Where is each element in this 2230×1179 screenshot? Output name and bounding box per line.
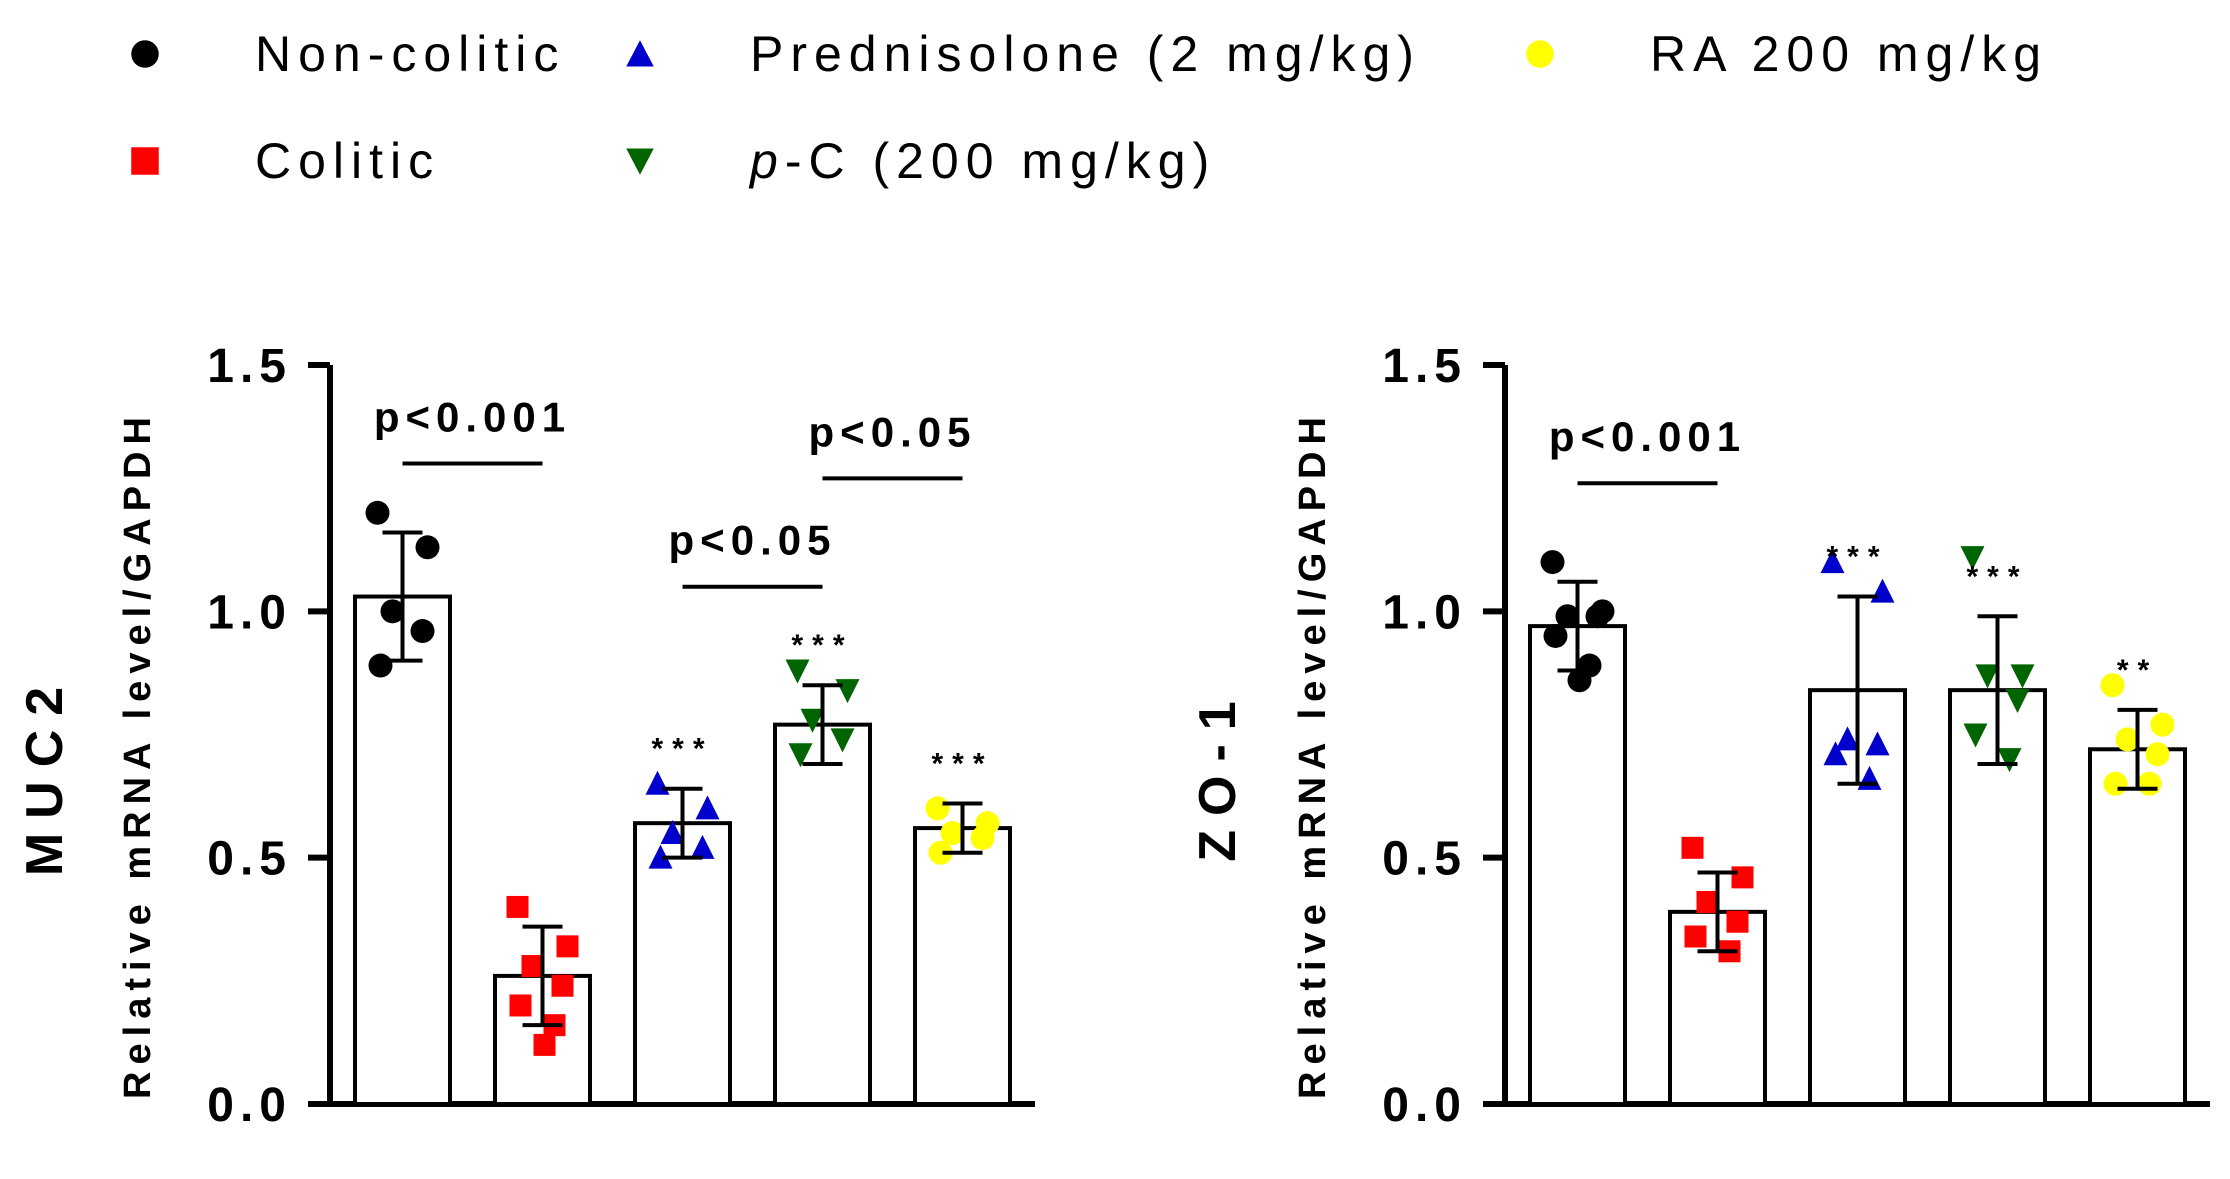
data-point (1555, 604, 1580, 629)
chart-title: ZO-1 (1189, 687, 1247, 861)
legend-item-colitic: Colitic (130, 132, 440, 190)
chart-0: MUC2 Relative mRNA level/GAPDH 0.0 0.5 1.0 1.… (16, 340, 1035, 1132)
data-point (533, 1033, 556, 1056)
data-point (410, 619, 435, 644)
data-point (1960, 546, 1985, 571)
bar-3 (773, 722, 872, 1106)
legend-marker-colitic (130, 136, 255, 186)
data-point (1975, 664, 2000, 689)
data-point (2010, 664, 2035, 689)
data-point (1696, 891, 1719, 914)
y-tick-label: 1.0 (1382, 586, 1467, 639)
significance-label: *** (1826, 541, 1888, 574)
data-point (521, 955, 544, 978)
data-point (2137, 771, 2162, 796)
y-tick-label: 1.5 (207, 340, 292, 393)
data-point (940, 821, 965, 846)
data-point (800, 708, 825, 733)
bracket-label: p<0.05 (669, 517, 837, 564)
data-point (1726, 910, 1749, 933)
data-point (788, 743, 813, 768)
data-point (1684, 925, 1707, 948)
data-point (2103, 771, 2128, 796)
data-point (506, 895, 529, 918)
legend: Non-colitic Colitic Prednisolone (2 mg/kg)… (0, 0, 2230, 220)
data-point (1567, 668, 1592, 693)
data-point (1865, 731, 1890, 756)
legend-marker-noncolitic (130, 29, 255, 79)
legend-label-colitic: Colitic (255, 133, 441, 189)
legend-label-pc: p-C (200 mg/kg) (750, 133, 1217, 189)
significance-label: *** (931, 747, 993, 780)
legend-marker-pc (625, 136, 750, 186)
significance-label: *** (791, 629, 853, 662)
significance-label: *** (1966, 560, 2028, 593)
y-tick-label: 0.0 (1382, 1079, 1467, 1132)
data-point (785, 659, 810, 684)
bracket-label: p<0.05 (809, 408, 977, 455)
data-point (509, 994, 532, 1017)
data-point (660, 820, 685, 845)
chart-title: MUC2 (16, 673, 74, 876)
legend-label-ra: RA 200 mg/kg (1650, 26, 2049, 82)
data-point (1681, 836, 1704, 859)
data-point (551, 974, 574, 997)
data-point (830, 728, 855, 753)
legend-marker-prednisolone (625, 29, 750, 79)
legend-marker-ra (1525, 29, 1650, 79)
data-point (645, 770, 670, 795)
data-point (1823, 741, 1848, 766)
data-point (368, 653, 393, 678)
y-axis-label: Relative mRNA level/GAPDH (117, 410, 159, 1099)
y-tick-label: 0.0 (207, 1079, 292, 1132)
legend-item-prednisolone: Prednisolone (2 mg/kg) (625, 25, 1421, 83)
y-axis-label: Relative mRNA level/GAPDH (1292, 410, 1334, 1099)
data-point (925, 796, 950, 821)
data-point (2005, 689, 2030, 714)
data-point (928, 840, 953, 865)
bar-4 (2088, 747, 2187, 1107)
significance-label: ** (2117, 654, 2158, 687)
data-point (648, 844, 673, 869)
y-tick-label: 1.0 (207, 586, 292, 639)
bracket-label: p<0.001 (374, 394, 571, 441)
data-point (1731, 866, 1754, 889)
data-point (556, 935, 579, 958)
data-point (1540, 550, 1565, 575)
legend-label-prednisolone: Prednisolone (2 mg/kg) (750, 26, 1421, 82)
data-point (970, 825, 995, 850)
legend-item-ra: RA 200 mg/kg (1525, 25, 2048, 83)
y-tick-label: 1.5 (1382, 340, 1467, 393)
bar-0 (1528, 624, 1627, 1106)
data-point (1870, 578, 1895, 603)
y-tick-label: 0.5 (207, 833, 292, 886)
data-point (1835, 726, 1860, 751)
bar-4 (913, 826, 1012, 1107)
data-point (365, 500, 390, 525)
bar-2 (633, 821, 732, 1106)
data-point (1963, 723, 1988, 748)
bar-0 (353, 594, 452, 1106)
data-point (415, 535, 440, 560)
y-tick-label: 0.5 (1382, 833, 1467, 886)
data-point (1543, 623, 1568, 648)
chart-1: ZO-1 Relative mRNA level/GAPDH 0.0 0.5 1.0 1.… (1189, 340, 2210, 1132)
significance-label: *** (651, 733, 713, 766)
data-point (695, 795, 720, 820)
data-point (2150, 712, 2175, 737)
data-point (690, 834, 715, 859)
data-point (2100, 673, 2125, 698)
legend-item-pc: p-C (200 mg/kg) (625, 132, 1216, 190)
legend-item-noncolitic: Non-colitic (130, 25, 565, 83)
bracket-label: p<0.001 (1549, 413, 1746, 460)
data-point (2115, 727, 2140, 752)
data-point (1997, 748, 2022, 773)
data-point (1585, 604, 1610, 629)
data-point (380, 599, 405, 624)
data-point (1820, 549, 1845, 574)
data-point (2145, 742, 2170, 767)
legend-label-noncolitic: Non-colitic (255, 26, 566, 82)
data-point (835, 679, 860, 704)
